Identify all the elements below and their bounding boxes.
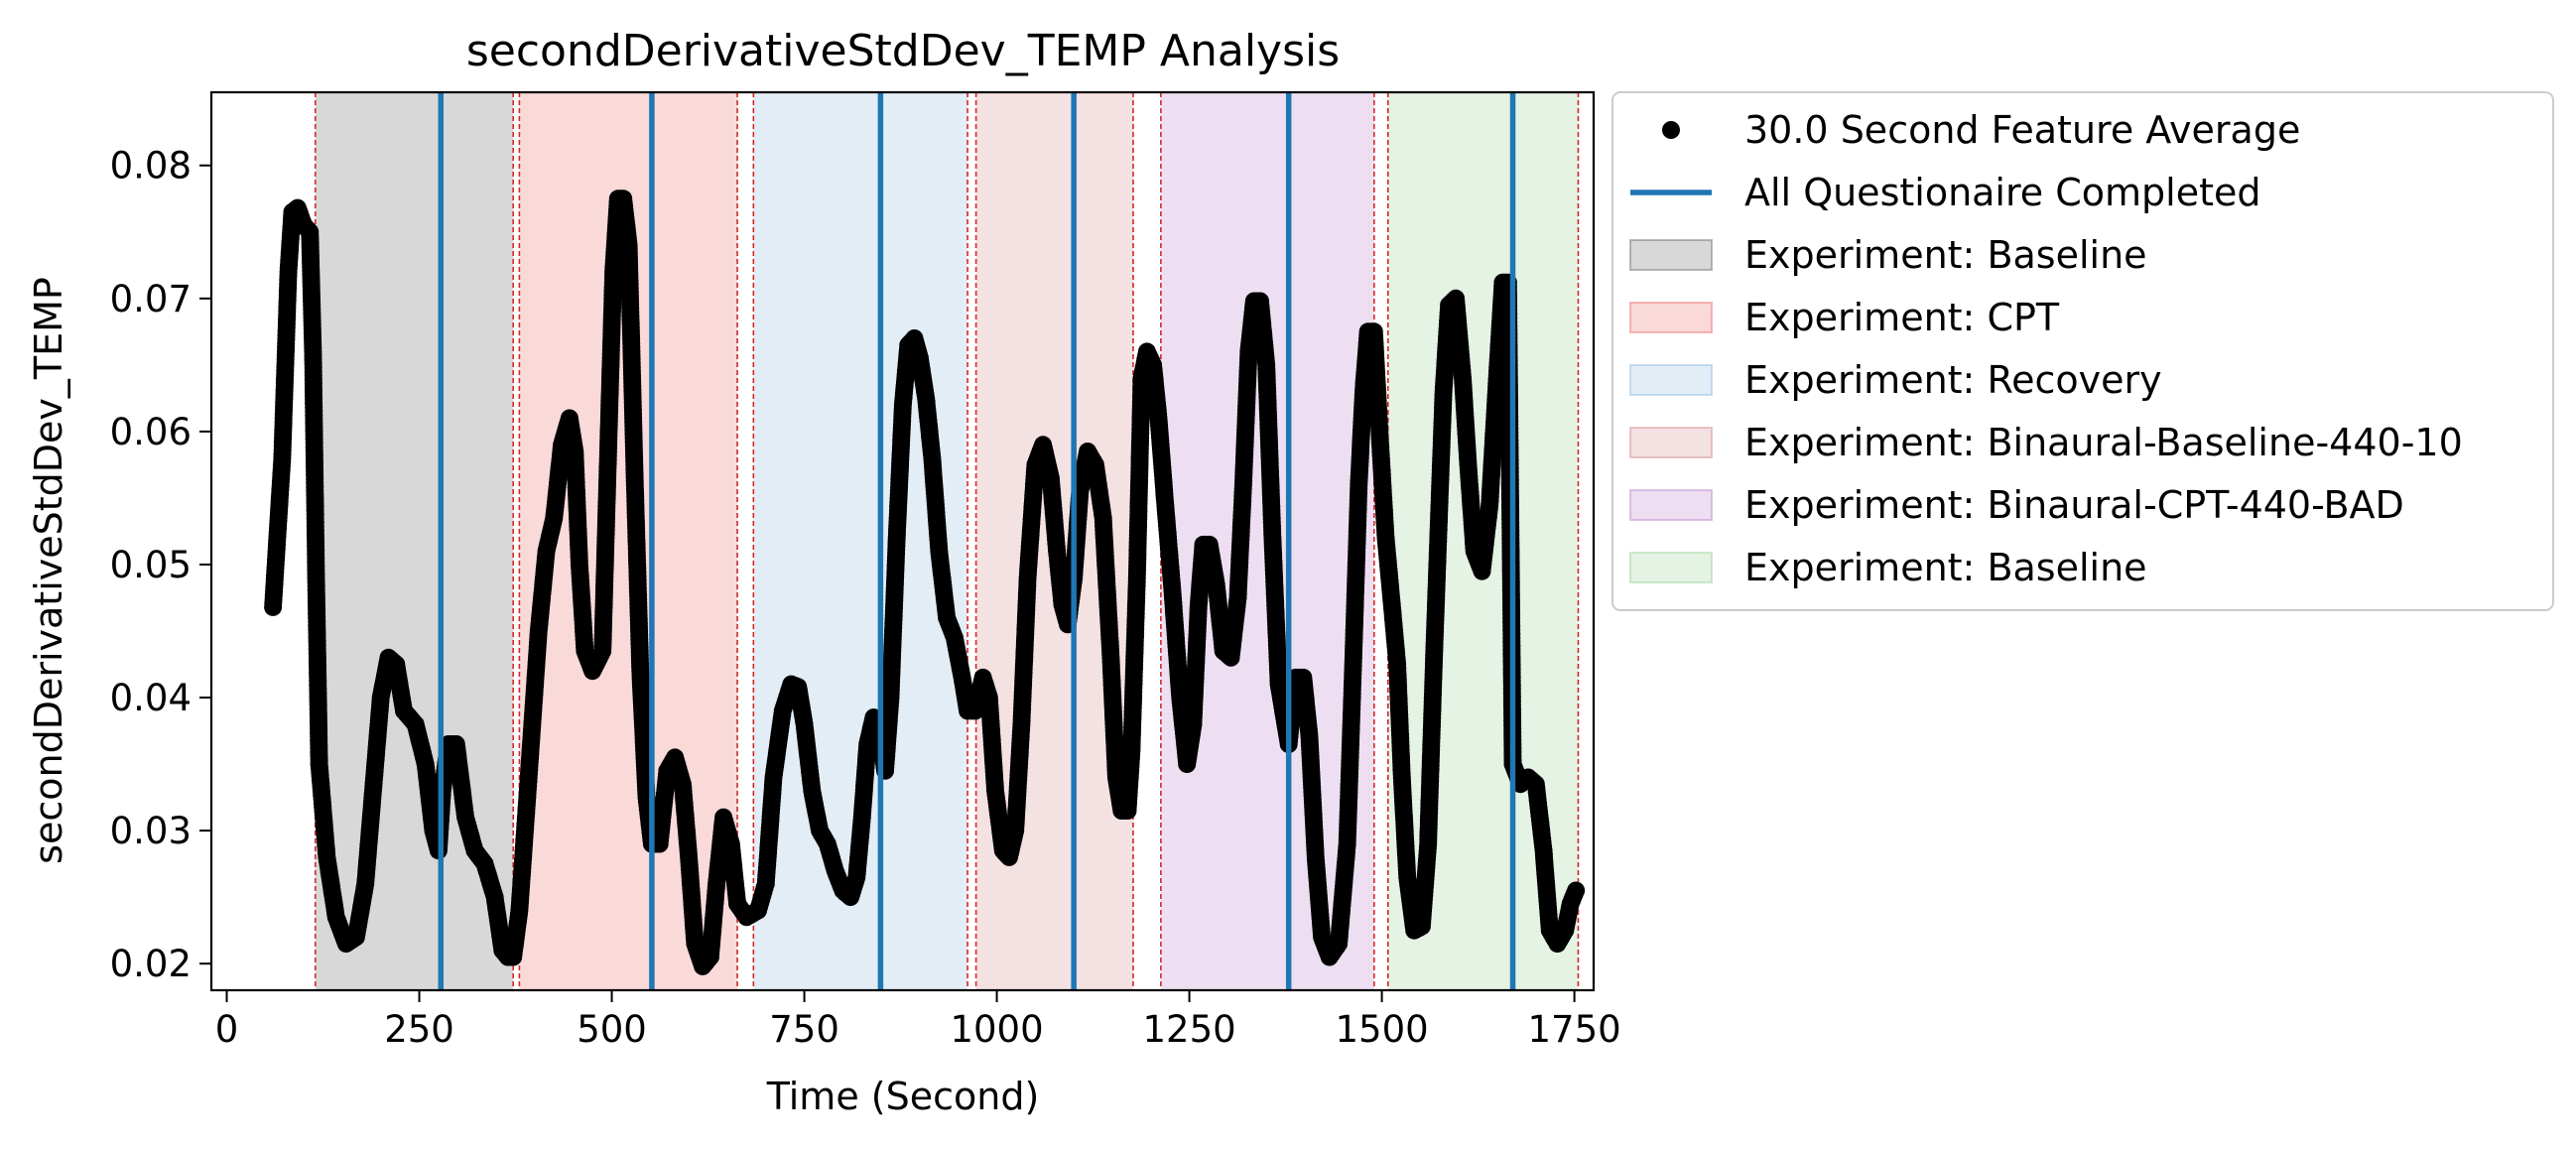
x-tick-label-1000: 1000	[950, 1008, 1043, 1051]
legend-swatch-5	[1629, 427, 1713, 458]
legend-swatch-3	[1629, 302, 1713, 333]
y-tick-label-2: 0.04	[110, 677, 192, 719]
x-tick-label-1250: 1250	[1142, 1008, 1235, 1051]
data-point-3349	[1567, 881, 1586, 900]
y-tick-label-4: 0.06	[110, 411, 192, 453]
x-tick-label-750: 750	[769, 1008, 839, 1051]
legend-label-1: All Questionaire Completed	[1744, 171, 2261, 214]
x-tick-label-0: 0	[215, 1008, 239, 1051]
legend-swatch-6	[1629, 489, 1713, 521]
legend-label-6: Experiment: Binaural-CPT-440-BAD	[1744, 483, 2404, 527]
chart-title: secondDerivativeStdDev_TEMP Analysis	[466, 26, 1340, 76]
y-tick-label-6: 0.08	[110, 145, 192, 188]
legend-label-3: Experiment: CPT	[1744, 296, 2060, 339]
legend-label-7: Experiment: Baseline	[1744, 546, 2147, 589]
legend-swatch-2	[1629, 239, 1713, 271]
plot-frame	[209, 90, 1596, 992]
y-axis-label: secondDerivativeStdDev_TEMP	[27, 277, 70, 864]
data-series-points	[264, 190, 1586, 975]
legend-swatch-7	[1629, 552, 1713, 583]
x-tick-label-1750: 1750	[1528, 1008, 1621, 1051]
legend: 30.0 Second Feature Average All Questiona…	[1611, 91, 2554, 611]
y-tick-label-1: 0.03	[110, 810, 192, 852]
x-axis-label: Time (Second)	[766, 1075, 1040, 1118]
legend-box	[1611, 91, 2554, 611]
y-tick-label-5: 0.07	[110, 278, 192, 320]
x-tick-label-1500: 1500	[1336, 1008, 1429, 1051]
legend-marker-points	[1662, 121, 1680, 139]
y-tick-label-0: 0.02	[110, 943, 192, 985]
legend-label-0: 30.0 Second Feature Average	[1744, 108, 2300, 152]
legend-swatch-4	[1629, 364, 1713, 396]
legend-label-4: Experiment: Recovery	[1744, 358, 2162, 402]
plot-area: 0 250 500 750 1000 1250 1500 1750 0.02 0.03 0.04 0.…	[110, 90, 1621, 1051]
legend-label-5: Experiment: Binaural-Baseline-440-10	[1744, 421, 2463, 464]
x-tick-label-250: 250	[384, 1008, 454, 1051]
legend-label-2: Experiment: Baseline	[1744, 233, 2147, 277]
x-tick-label-500: 500	[577, 1008, 647, 1051]
y-tick-label-3: 0.05	[110, 544, 192, 586]
